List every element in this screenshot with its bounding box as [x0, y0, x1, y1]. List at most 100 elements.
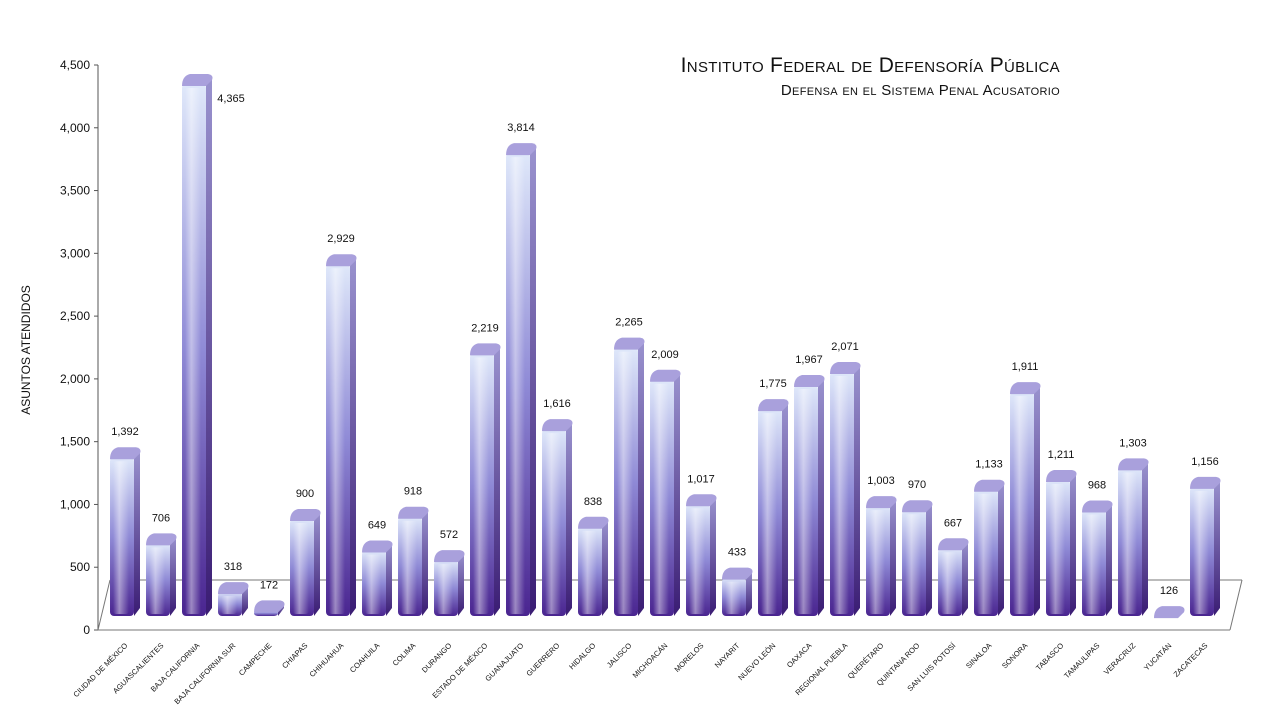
bar-side — [890, 498, 896, 616]
data-label: 1,616 — [543, 398, 571, 410]
bar-side — [458, 552, 464, 616]
bar-cap — [614, 337, 645, 350]
data-label: 433 — [728, 547, 746, 559]
bar-side — [674, 371, 680, 616]
data-label: 1,775 — [759, 378, 787, 390]
bar-cap — [938, 538, 969, 551]
bar-highlight — [509, 157, 525, 614]
data-label: 1,211 — [1048, 449, 1075, 461]
data-label: 2,929 — [327, 233, 355, 245]
bar-highlight — [617, 351, 633, 614]
bar — [1046, 469, 1077, 616]
bar — [1190, 476, 1221, 616]
bar-cap — [362, 540, 393, 553]
data-label: 918 — [404, 486, 422, 498]
bar-cap — [1190, 476, 1221, 489]
data-label: 2,219 — [471, 322, 499, 334]
data-label: 1,392 — [111, 426, 139, 438]
x-tick-label: MICHOACÁN — [631, 641, 670, 680]
bar-highlight — [221, 596, 237, 614]
bar-cap — [866, 496, 897, 509]
x-tick-label: COAHUILA — [348, 641, 381, 674]
x-tick-label: CHIHUAHUA — [308, 641, 346, 679]
bar-side — [962, 540, 968, 616]
data-label: 970 — [908, 479, 926, 491]
y-tick-label: 2,000 — [60, 372, 90, 386]
y-tick-label: 3,500 — [60, 184, 90, 198]
bar-cap — [1118, 458, 1149, 471]
data-label: 126 — [1160, 585, 1178, 597]
bar-highlight — [1193, 490, 1209, 614]
bar-side — [998, 481, 1004, 616]
x-tick-label: HIDALGO — [567, 641, 597, 671]
bar-cap — [722, 567, 753, 580]
data-label: 838 — [584, 496, 602, 508]
bar — [254, 600, 285, 616]
bar-highlight — [329, 268, 345, 614]
x-tick-label: COLIMA — [391, 641, 418, 668]
data-label: 1,003 — [867, 475, 895, 487]
bar — [650, 369, 681, 616]
bar-highlight — [437, 564, 453, 614]
bar-cap — [290, 509, 321, 521]
bar-cap — [146, 533, 177, 546]
bar — [938, 538, 969, 616]
bar-side — [1214, 478, 1220, 616]
bar-highlight — [1049, 483, 1065, 614]
bar-side — [746, 569, 752, 616]
data-label: 3,814 — [507, 122, 535, 134]
bar-side — [818, 377, 824, 616]
bar — [686, 494, 717, 616]
x-tick-label: SONORA — [1000, 641, 1029, 670]
bar-cap — [1082, 500, 1113, 513]
bar — [182, 73, 213, 616]
bar — [614, 337, 645, 616]
bar-cap — [434, 550, 465, 563]
bar — [470, 343, 501, 616]
data-label: 172 — [260, 579, 278, 591]
bar-highlight — [545, 433, 561, 614]
x-tick-label: JALISCO — [605, 641, 634, 670]
bar-side — [638, 339, 644, 616]
bar — [326, 254, 357, 616]
bar — [1082, 500, 1113, 616]
x-tick-label: CHIAPAS — [280, 641, 309, 670]
x-tick-label: MORELOS — [673, 641, 706, 674]
bar-side — [1142, 460, 1148, 616]
data-label: 968 — [1088, 479, 1106, 491]
y-tick-label: 4,500 — [60, 58, 90, 72]
x-tick-label: TABASCO — [1034, 641, 1065, 672]
bar-highlight — [725, 581, 741, 614]
bar — [866, 496, 897, 616]
data-label: 1,911 — [1012, 361, 1039, 373]
bar-cap — [578, 516, 609, 529]
bar-side — [314, 511, 320, 616]
x-tick-label: YUCATÁN — [1142, 641, 1173, 672]
x-tick-label: CAMPECHE — [237, 641, 273, 677]
data-label: 1,133 — [975, 459, 1003, 471]
bar-cap — [686, 494, 717, 507]
bar — [290, 509, 321, 616]
bar-side — [1106, 502, 1112, 616]
bar-side — [1070, 471, 1076, 616]
bar-highlight — [365, 554, 381, 614]
y-tick-label: 2,500 — [60, 309, 90, 323]
bar-side — [134, 449, 140, 616]
bar-cap — [398, 506, 429, 519]
x-tick-label: SINALOA — [964, 641, 993, 670]
x-tick-label: NUEVO LEÓN — [736, 641, 777, 682]
data-label: 1,017 — [687, 473, 715, 485]
bar-highlight — [113, 461, 129, 614]
data-label: 706 — [152, 512, 170, 524]
bar-highlight — [653, 383, 669, 614]
bar-cap — [1046, 469, 1077, 482]
bar-side — [206, 75, 212, 616]
bar-side — [710, 496, 716, 616]
bar — [974, 479, 1005, 616]
bar — [578, 516, 609, 616]
x-tick-label: QUERÉTARO — [846, 641, 886, 681]
bar-cap — [758, 399, 789, 412]
bar-side — [854, 363, 860, 616]
bar-highlight — [905, 514, 921, 614]
